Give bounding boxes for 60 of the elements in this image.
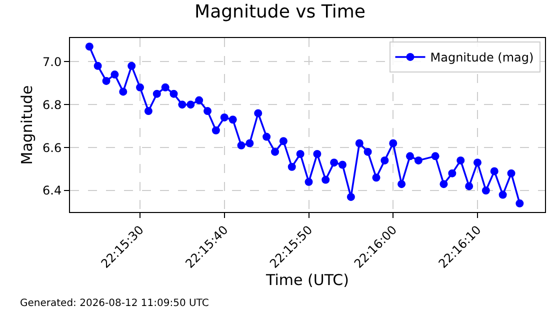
point [296, 150, 304, 158]
point [346, 192, 355, 201]
point [389, 139, 398, 148]
point [178, 100, 186, 109]
point [313, 150, 322, 158]
point [212, 126, 220, 134]
point [490, 167, 498, 176]
y-axis-title: Magnitude [18, 85, 36, 165]
point [237, 141, 246, 150]
point [119, 88, 128, 96]
point [498, 190, 507, 199]
point [271, 148, 280, 156]
point [246, 139, 254, 148]
point [204, 107, 212, 116]
legend-label: Magnitude (mag) [430, 50, 534, 65]
point [220, 113, 228, 122]
point [102, 76, 110, 85]
point [136, 83, 144, 92]
chart-title: Magnitude vs Time [194, 1, 366, 22]
y-tick-label: 6.8 [42, 98, 62, 112]
point [482, 186, 490, 195]
point [431, 152, 440, 160]
point [170, 90, 178, 98]
point [228, 116, 237, 124]
text: Generated: 2026-08-12 11:09:50 UTC [20, 298, 209, 309]
point [440, 180, 448, 188]
point [144, 107, 152, 116]
point [254, 109, 262, 118]
x-axis-title: Time (UTC) [265, 270, 349, 289]
point [195, 96, 204, 104]
point [161, 83, 170, 92]
point [448, 169, 456, 178]
point [262, 132, 271, 141]
point [398, 180, 406, 188]
point [516, 199, 524, 208]
point [288, 162, 296, 171]
point [338, 160, 346, 169]
point [304, 178, 313, 186]
point [465, 182, 474, 190]
point [85, 42, 94, 51]
point [473, 158, 482, 167]
point [355, 139, 364, 148]
y-tick-label: 6.6 [42, 140, 62, 155]
point [507, 169, 516, 178]
point [414, 156, 422, 164]
point [279, 137, 288, 146]
point [380, 156, 389, 164]
point [364, 148, 372, 156]
point [330, 158, 338, 167]
point [152, 90, 161, 98]
point [406, 152, 414, 160]
y-tick-label: 7.0 [42, 54, 62, 69]
point [128, 62, 136, 70]
y-tick-label: 6.4 [42, 184, 62, 198]
point [372, 174, 380, 182]
point [110, 70, 119, 79]
point [456, 156, 465, 164]
point [322, 176, 330, 184]
point [94, 62, 102, 70]
point [186, 100, 195, 109]
